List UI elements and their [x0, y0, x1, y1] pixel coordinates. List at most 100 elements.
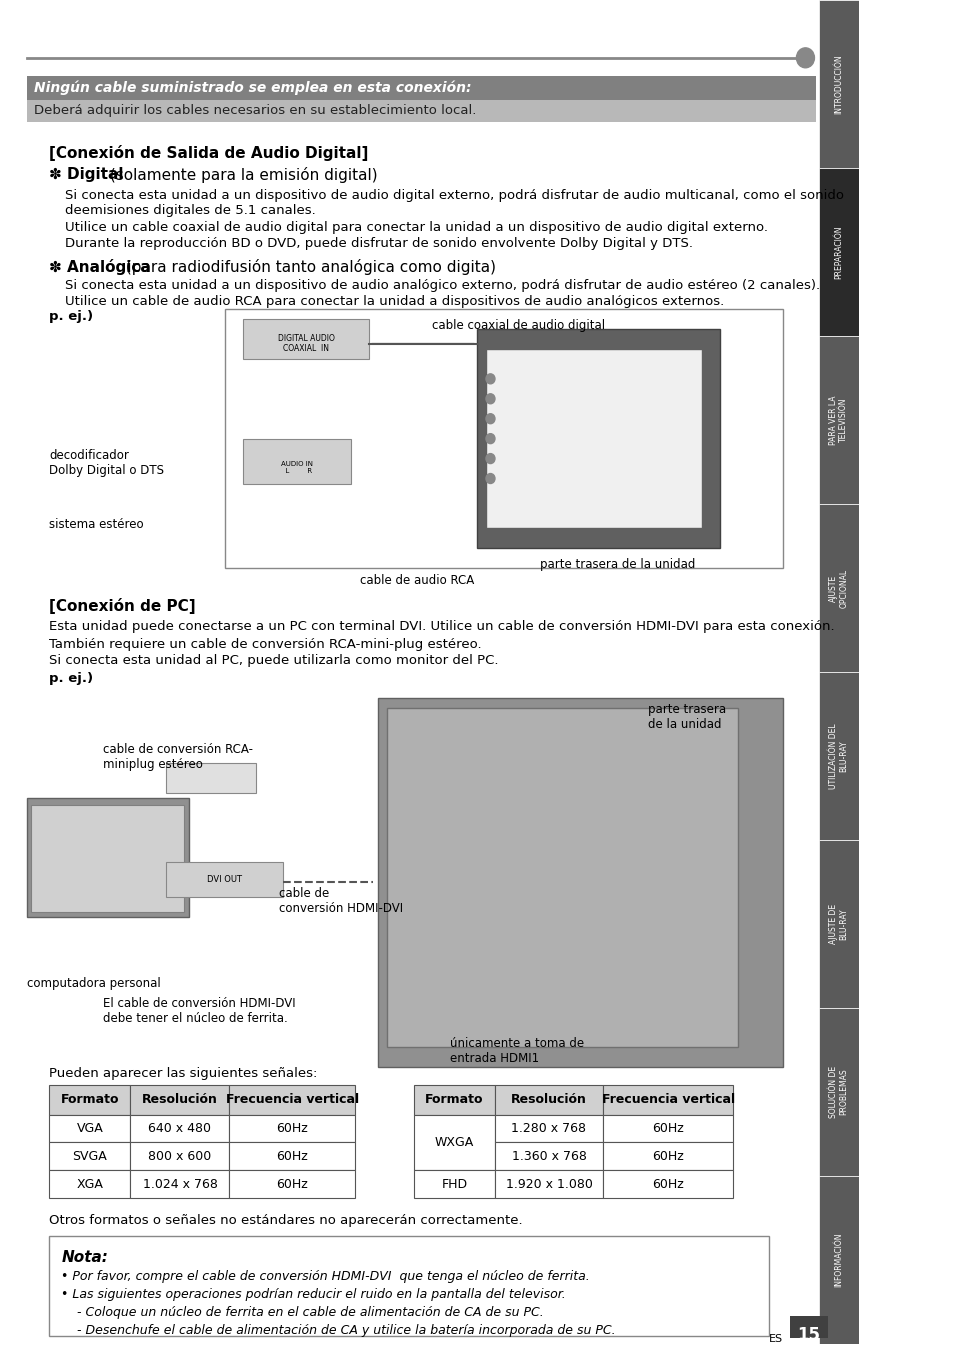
Bar [602, 1143, 733, 1170]
Text: cable coaxial de audio digital: cable coaxial de audio digital [432, 319, 604, 332]
Circle shape [485, 394, 495, 404]
Text: XGA: XGA [76, 1178, 103, 1190]
Text: VGA: VGA [76, 1122, 103, 1135]
Text: Pueden aparecer las siguientes señales:: Pueden aparecer las siguientes señales: [50, 1066, 317, 1080]
Text: Durante la reproducción BD o DVD, puede disfrutar de sonido envolvente Dolby Dig: Durante la reproducción BD o DVD, puede … [65, 237, 692, 251]
Text: [Conexión de Salida de Audio Digital]: [Conexión de Salida de Audio Digital] [50, 144, 369, 160]
Bar [50, 1085, 131, 1115]
Bar [131, 1115, 230, 1143]
Text: Formato: Formato [425, 1093, 483, 1107]
Text: UTILIZACIÓN DEL
BLU-RAY: UTILIZACIÓN DEL BLU-RAY [828, 723, 847, 789]
Text: - Coloque un núcleo de ferrita en el cable de alimentación de CA de su PC.: - Coloque un núcleo de ferrita en el cab… [61, 1306, 543, 1318]
Text: Formato: Formato [61, 1093, 119, 1107]
Text: decodificador
Dolby Digital o DTS: decodificador Dolby Digital o DTS [50, 449, 164, 477]
Bar [50, 1143, 131, 1170]
Bar [818, 1175, 858, 1344]
Bar [495, 1170, 602, 1198]
Text: El cable de conversión HDMI-DVI
debe tener el núcleo de ferrita.: El cable de conversión HDMI-DVI debe ten… [103, 998, 295, 1024]
Text: WXGA: WXGA [435, 1136, 474, 1148]
Bar [414, 1170, 495, 1198]
Text: • Por favor, compre el cable de conversión HDMI-DVI  que tenga el núcleo de ferr: • Por favor, compre el cable de conversi… [61, 1270, 589, 1283]
Text: INTRODUCCIÓN: INTRODUCCIÓN [833, 54, 842, 113]
Bar [818, 840, 858, 1008]
Text: Si conecta esta unidad al PC, puede utilizarla como monitor del PC.: Si conecta esta unidad al PC, puede util… [50, 654, 498, 667]
Text: 1.920 x 1.080: 1.920 x 1.080 [505, 1178, 592, 1190]
Bar [602, 1115, 733, 1143]
Circle shape [485, 473, 495, 484]
Text: 1.280 x 768: 1.280 x 768 [511, 1122, 586, 1135]
Bar [167, 763, 256, 793]
Bar [818, 1008, 858, 1175]
Text: (para radiodifusión tanto analógica como digita): (para radiodifusión tanto analógica como… [121, 259, 496, 275]
Text: SVGA: SVGA [72, 1150, 108, 1163]
Bar [818, 0, 858, 168]
Text: p. ej.): p. ej.) [50, 671, 93, 685]
Text: DVI OUT: DVI OUT [207, 875, 242, 884]
Text: Deberá adquirir los cables necesarios en su establecimiento local.: Deberá adquirir los cables necesarios en… [34, 104, 476, 117]
Circle shape [796, 47, 814, 67]
Text: ✽ Digital: ✽ Digital [50, 167, 124, 182]
Text: 15: 15 [797, 1326, 820, 1344]
Circle shape [485, 454, 495, 464]
Text: Frecuencia vertical: Frecuencia vertical [601, 1093, 734, 1107]
Bar [789, 1316, 827, 1337]
Bar [230, 1143, 355, 1170]
Bar [377, 698, 782, 1066]
Circle shape [485, 414, 495, 423]
Text: AJUSTE DE
BLU-RAY: AJUSTE DE BLU-RAY [828, 905, 847, 944]
Text: 1.024 x 768: 1.024 x 768 [142, 1178, 217, 1190]
Bar [167, 863, 283, 898]
Circle shape [485, 434, 495, 443]
Text: Utilice un cable coaxial de audio digital para conectar la unidad a un dispositi: Utilice un cable coaxial de audio digita… [65, 221, 767, 235]
Text: Si conecta esta unidad a un dispositivo de audio digital externo, podrá disfruta: Si conecta esta unidad a un dispositivo … [65, 190, 842, 217]
Text: computadora personal: computadora personal [27, 977, 160, 989]
Bar [414, 1115, 495, 1170]
Text: AUDIO IN
  L        R: AUDIO IN L R [281, 461, 313, 473]
Text: parte trasera de la unidad: parte trasera de la unidad [539, 558, 695, 572]
Bar [31, 805, 184, 913]
Bar [50, 1115, 131, 1143]
Text: También requiere un cable de conversión RCA-mini-plug estéreo.: También requiere un cable de conversión … [50, 638, 481, 651]
Bar [243, 319, 369, 359]
Bar [602, 1085, 733, 1115]
Text: parte trasera
de la unidad: parte trasera de la unidad [647, 702, 725, 731]
Bar [131, 1170, 230, 1198]
Bar [50, 1236, 769, 1336]
Text: únicamente a toma de
entrada HDMI1: únicamente a toma de entrada HDMI1 [450, 1037, 583, 1065]
Text: 1.360 x 768: 1.360 x 768 [511, 1150, 586, 1163]
Bar [230, 1085, 355, 1115]
Bar [27, 100, 816, 121]
Text: DIGITAL AUDIO
COAXIAL  IN: DIGITAL AUDIO COAXIAL IN [277, 334, 335, 353]
Text: Esta unidad puede conectarse a un PC con terminal DVI. Utilice un cable de conve: Esta unidad puede conectarse a un PC con… [50, 620, 834, 634]
Text: Frecuencia vertical: Frecuencia vertical [226, 1093, 358, 1107]
Bar [818, 336, 858, 504]
Text: PARA VER LA
TELEVISIÓN: PARA VER LA TELEVISIÓN [828, 395, 847, 445]
Text: p. ej.): p. ej.) [50, 310, 93, 324]
Text: [Conexión de PC]: [Conexión de PC] [50, 599, 196, 615]
Text: AJUSTE
OPCIONAL: AJUSTE OPCIONAL [828, 569, 847, 608]
Text: Utilice un cable de audio RCA para conectar la unidad a dispositivos de audio an: Utilice un cable de audio RCA para conec… [65, 295, 723, 309]
Bar [818, 671, 858, 840]
Text: - Desenchufe el cable de alimentación de CA y utilice la batería incorporada de : - Desenchufe el cable de alimentación de… [61, 1324, 616, 1337]
Text: cable de
conversión HDMI-DVI: cable de conversión HDMI-DVI [278, 887, 403, 915]
Bar [602, 1170, 733, 1198]
Text: cable de conversión RCA-
miniplug estéreo: cable de conversión RCA- miniplug estére… [103, 743, 253, 771]
Bar [476, 329, 720, 549]
Text: ✽ Analógica: ✽ Analógica [50, 259, 152, 275]
Text: Ningún cable suministrado se emplea en esta conexión:: Ningún cable suministrado se emplea en e… [34, 81, 471, 94]
Bar [818, 168, 858, 336]
Bar [387, 708, 738, 1047]
Text: (solamente para la emisión digital): (solamente para la emisión digital) [105, 167, 377, 183]
Bar [495, 1085, 602, 1115]
Text: Resolución: Resolución [142, 1093, 217, 1107]
Bar [495, 1115, 602, 1143]
Bar [27, 798, 189, 917]
Bar [230, 1115, 355, 1143]
Text: Nota:: Nota: [61, 1250, 108, 1266]
Text: 60Hz: 60Hz [652, 1122, 683, 1135]
Text: INFORMACIÓN: INFORMACIÓN [833, 1232, 842, 1287]
Text: Otros formatos o señales no estándares no aparecerán correctamente.: Otros formatos o señales no estándares n… [50, 1215, 522, 1227]
Bar [414, 1085, 495, 1115]
Bar [485, 349, 701, 528]
Text: ES: ES [768, 1335, 782, 1344]
